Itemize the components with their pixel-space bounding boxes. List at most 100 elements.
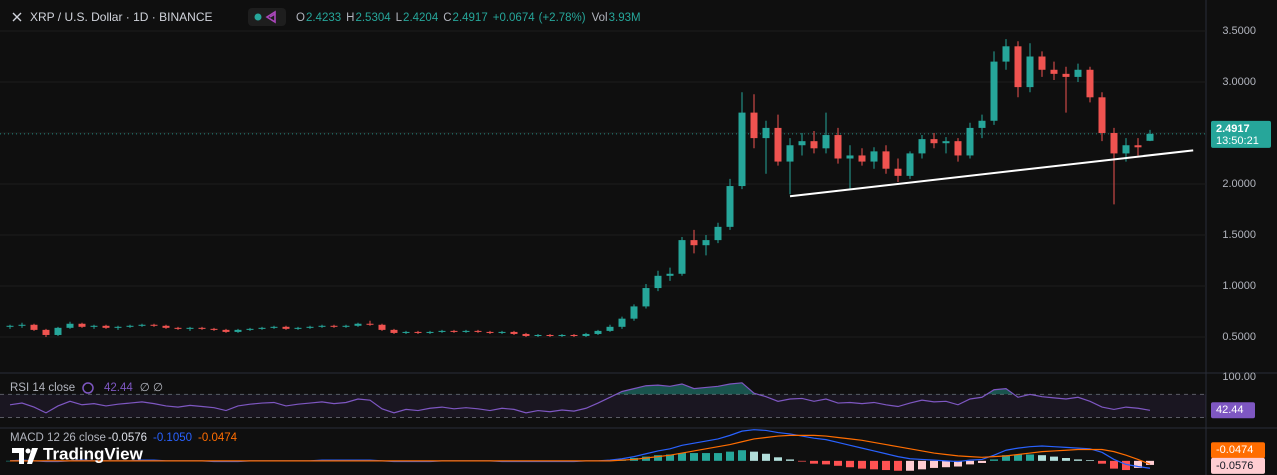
signal-value: -0.0474 [198,432,238,444]
candle-body [234,329,242,332]
candle-body [1002,46,1010,62]
y-tick-label: 3.5000 [1222,25,1256,37]
candle-body [1098,97,1106,134]
macd-histogram-bar [738,450,746,461]
status-dot [254,13,262,21]
candle-body [222,329,230,332]
rsi-icon [82,382,94,394]
macd-histogram-bar [1026,454,1034,461]
y-tick-label: 100.00 [1222,371,1256,383]
candle-body [750,112,758,139]
candle-body [294,327,302,329]
macd-histogram-bar [1110,460,1118,469]
macd-histogram-bar [762,453,770,461]
candle-body [6,325,14,327]
candle-body [558,334,566,336]
macd-histogram-bar [1038,455,1046,461]
candle-body [1062,73,1070,77]
candle-body [1146,133,1154,141]
macd-histogram-bar [1122,460,1130,471]
rsi-extra: ∅ ∅ [140,382,163,394]
price-tag-countdown: 13:50:21 [1216,135,1259,147]
logo [12,448,38,464]
candle-body [918,139,926,154]
candle-body [702,240,710,246]
candle-body [66,323,74,328]
candle-body [126,325,134,327]
macd-histogram-bar [918,460,926,470]
price-tag-value: 2.4917 [1216,123,1250,135]
legend-value: 2.4204 [403,12,439,24]
candle-body [30,324,38,330]
candle-body [882,151,890,169]
candle-body [486,331,494,333]
candle-body [798,141,806,146]
candle-body [954,141,962,156]
macd-histogram-bar [726,451,734,461]
macd-histogram-bar [954,460,962,467]
candle-body [378,324,386,330]
macd-histogram-bar [846,460,854,468]
candle-body [306,326,314,328]
macd-histogram-bar [882,460,890,471]
candle-body [510,331,518,334]
macd-histogram-bar [690,453,698,461]
candle-body [1134,145,1142,148]
candle-body [762,127,770,139]
macd-histogram-bar [1062,458,1070,461]
macd-histogram-bar [654,455,662,461]
macd-histogram-bar [642,456,650,461]
rsi-line [9,382,1151,414]
candle-body [174,327,182,329]
watermark: TradingView [43,444,144,463]
candle-body [570,334,578,336]
macd-histogram-bar [678,453,686,461]
candle-body [906,153,914,176]
macd-histogram-bar [822,460,830,465]
candle-body [90,325,98,327]
candle-body [822,135,830,149]
candle-body [462,330,470,332]
macd-histogram-bar [894,460,902,471]
candle-body [42,329,50,335]
trendline [789,149,1194,198]
legend-label: O [296,12,305,24]
candle-body [654,275,662,289]
macd-histogram-bar [810,460,818,464]
legend-change: +0.0674 [493,12,535,24]
signal-tag [1211,442,1265,459]
close-icon[interactable] [12,12,22,22]
candle-body [786,145,794,162]
macd-hist-value: -0.0576 [108,432,147,444]
candle-body [990,61,998,121]
candle-body [978,120,986,128]
candle-body [726,186,734,227]
candle-body [690,240,698,246]
histogram-tag [1211,457,1265,474]
candle-body [390,329,398,333]
candle-body [546,334,554,336]
candle-body [282,326,290,329]
candle-body [1038,56,1046,70]
y-tick-label: 0.5000 [1222,331,1256,343]
legend-label: H [346,12,354,24]
macd-histogram-bar [750,451,758,461]
candle-body [834,135,842,159]
candle-body [1014,46,1022,88]
macd-histogram-bar [1086,460,1094,461]
signal-tag-value: -0.0474 [1216,444,1253,456]
candle-body [522,333,530,336]
candle-body [366,323,374,325]
macd-histogram-bar [1050,456,1058,461]
candle-body [930,139,938,144]
candle-body [642,288,650,307]
candle-body [150,324,158,326]
candle-body [582,333,590,336]
macd-histogram-bar [774,457,782,461]
macd-histogram-bar [1074,459,1082,461]
replay-icon[interactable] [265,10,276,24]
candle-body [270,326,278,328]
candle-body [198,327,206,329]
rsi-tag [1211,402,1255,419]
